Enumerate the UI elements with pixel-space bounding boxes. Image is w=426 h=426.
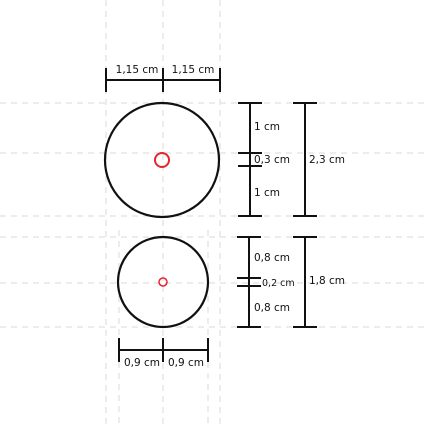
large-segment-dimension: 1 cm 0,3 cm 1 cm: [238, 102, 290, 217]
large-width-dimension: 1,15 cm 1,15 cm: [105, 64, 221, 92]
small-circle-center-mark: [158, 277, 168, 287]
large-total-height-dimension: 2,3 cm: [293, 102, 345, 217]
large-center-segment-label: 0,3 cm: [254, 154, 290, 166]
small-center-segment-label: 0,2 cm: [262, 278, 295, 289]
small-total-height-dimension: 1,8 cm: [293, 236, 345, 328]
small-lower-segment-label: 0,8 cm: [254, 302, 290, 314]
large-half-width-left-label: 1,15 cm: [116, 64, 159, 76]
large-circle-outline: [103, 101, 221, 219]
large-upper-segment-label: 1 cm: [254, 121, 280, 133]
large-circle-group: [103, 101, 221, 219]
large-lower-segment-label: 1 cm: [254, 187, 280, 199]
small-half-width-right-label: 0,9 cm: [168, 357, 204, 369]
small-width-dimension: 0,9 cm 0,9 cm: [118, 338, 209, 369]
large-half-width-right-label: 1,15 cm: [172, 64, 215, 76]
small-upper-segment-label: 0,8 cm: [254, 252, 290, 264]
small-circle-outline: [116, 235, 210, 329]
small-segment-dimension: 0,8 cm 0,2 cm 0,8 cm: [237, 236, 295, 328]
small-total-height-label: 1,8 cm: [309, 275, 345, 287]
large-total-height-label: 2,3 cm: [309, 154, 345, 166]
large-circle-center-mark: [154, 152, 170, 168]
small-half-width-left-label: 0,9 cm: [124, 357, 160, 369]
small-circle-group: [116, 235, 210, 329]
